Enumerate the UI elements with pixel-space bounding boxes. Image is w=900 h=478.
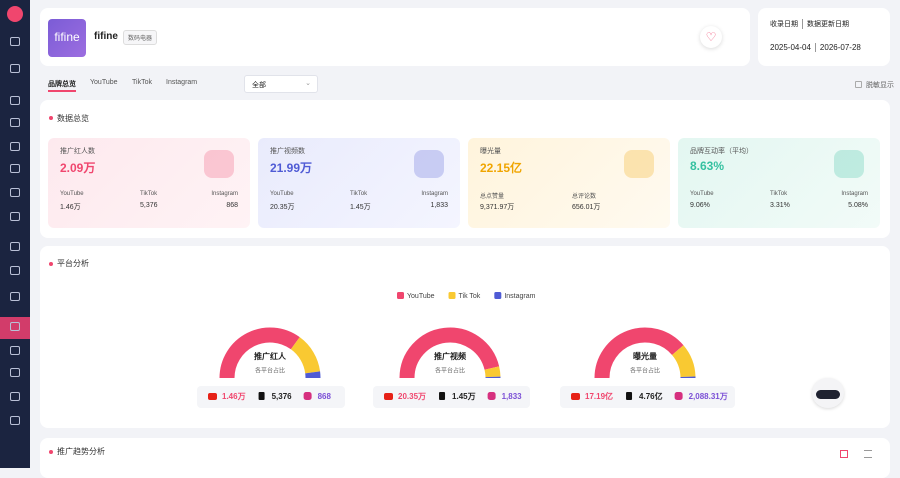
gauge-title: 推广红人 <box>254 351 287 361</box>
gauge-title: 曝光量 <box>633 351 657 361</box>
platform-icon <box>488 392 496 400</box>
gauge-segment <box>678 350 688 377</box>
legend-label: YouTube <box>407 293 435 300</box>
legend-label: Instagram <box>504 293 535 300</box>
platform-icon <box>571 393 580 400</box>
gauge-value-label: 17.19亿 <box>585 391 613 401</box>
platform-icon <box>675 392 683 400</box>
section-title: 推广趋势分析 <box>57 446 105 457</box>
gauge-value-label: 2,088.31万 <box>689 392 728 401</box>
gauge-segment <box>492 368 493 377</box>
gauge-title: 推广视频 <box>434 351 466 361</box>
gauge-value-label: 1,833 <box>502 392 523 401</box>
gauge-subtitle: 各平台占比 <box>630 367 660 375</box>
gauge-segment <box>295 343 312 372</box>
page: {"header": {"logo_text": "fifine", "bran… <box>0 0 900 468</box>
legend-swatch <box>449 292 456 299</box>
platform-icon <box>304 392 312 400</box>
gauge-value-label: 868 <box>318 392 332 401</box>
mascot <box>806 368 850 416</box>
gauge-value-label: 5,376 <box>272 392 293 401</box>
legend-label: Tik Tok <box>459 293 481 300</box>
legend-swatch <box>397 292 404 299</box>
table-view-button[interactable] <box>864 450 872 458</box>
gauge-value-label: 4.76亿 <box>639 391 663 401</box>
gauge-value-label: 1.46万 <box>222 392 246 401</box>
legend-swatch <box>494 292 501 299</box>
chart-view-button[interactable] <box>840 450 848 458</box>
gauge-value-label: 20.35万 <box>398 392 426 401</box>
gauge-subtitle: 各平台占比 <box>255 367 285 375</box>
trend-card: 推广趋势分析 <box>40 438 890 478</box>
section-dot <box>49 450 53 454</box>
platform-icon <box>384 393 393 400</box>
platform-icon <box>439 392 445 400</box>
platform-icon <box>259 392 265 400</box>
gauge-subtitle: 各平台占比 <box>435 367 465 375</box>
gauge-value-label: 1.45万 <box>452 392 476 401</box>
platform-icon <box>626 392 632 400</box>
platform-icon <box>208 393 217 400</box>
